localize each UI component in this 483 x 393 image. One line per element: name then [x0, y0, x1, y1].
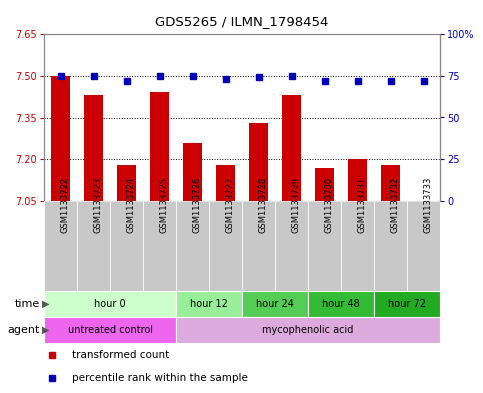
Bar	[282, 95, 301, 201]
Bar	[381, 165, 400, 201]
Text: time: time	[15, 299, 40, 309]
Bar	[150, 92, 170, 201]
Text: GSM1133726: GSM1133726	[193, 176, 201, 233]
Bar	[242, 291, 308, 317]
Bar	[215, 165, 235, 201]
Bar	[77, 201, 110, 291]
Bar	[308, 201, 341, 291]
Text: GDS5265 / ILMN_1798454: GDS5265 / ILMN_1798454	[156, 15, 329, 28]
Text: hour 48: hour 48	[322, 299, 360, 309]
Bar	[308, 291, 374, 317]
Text: hour 0: hour 0	[94, 299, 126, 309]
Bar	[84, 95, 103, 201]
Text: GSM1133729: GSM1133729	[292, 176, 300, 233]
Text: GSM1133727: GSM1133727	[226, 176, 235, 233]
Text: GSM1133725: GSM1133725	[159, 176, 169, 233]
Text: GSM1133733: GSM1133733	[424, 176, 432, 233]
Bar	[51, 76, 71, 201]
Text: hour 24: hour 24	[256, 299, 294, 309]
Bar	[242, 201, 275, 291]
Text: GSM1133722: GSM1133722	[60, 176, 70, 233]
Text: ▶: ▶	[42, 299, 49, 309]
Bar	[176, 201, 209, 291]
Text: GSM1133731: GSM1133731	[357, 176, 367, 233]
Bar	[44, 201, 77, 291]
Text: hour 12: hour 12	[190, 299, 228, 309]
Bar	[110, 201, 143, 291]
Bar	[348, 159, 368, 201]
Bar	[44, 317, 176, 343]
Text: percentile rank within the sample: percentile rank within the sample	[71, 373, 248, 383]
Bar	[209, 201, 242, 291]
Bar	[407, 201, 440, 291]
Text: hour 72: hour 72	[388, 299, 426, 309]
Bar	[341, 201, 374, 291]
Text: ▶: ▶	[42, 325, 49, 335]
Text: GSM1133724: GSM1133724	[127, 176, 136, 233]
Text: GSM1133723: GSM1133723	[94, 176, 102, 233]
Bar	[249, 123, 269, 201]
Bar	[44, 291, 176, 317]
Bar	[176, 317, 440, 343]
Bar	[275, 201, 308, 291]
Text: GSM1133732: GSM1133732	[390, 176, 399, 233]
Bar	[116, 165, 136, 201]
Text: untreated control: untreated control	[68, 325, 153, 335]
Bar	[314, 167, 334, 201]
Bar	[374, 291, 440, 317]
Text: GSM1133730: GSM1133730	[325, 176, 333, 233]
Text: agent: agent	[8, 325, 40, 335]
Text: GSM1133728: GSM1133728	[258, 176, 268, 233]
Bar	[143, 201, 176, 291]
Bar	[374, 201, 407, 291]
Text: transformed count: transformed count	[71, 350, 169, 360]
Bar	[183, 143, 202, 201]
Bar	[176, 291, 242, 317]
Text: mycophenolic acid: mycophenolic acid	[262, 325, 354, 335]
